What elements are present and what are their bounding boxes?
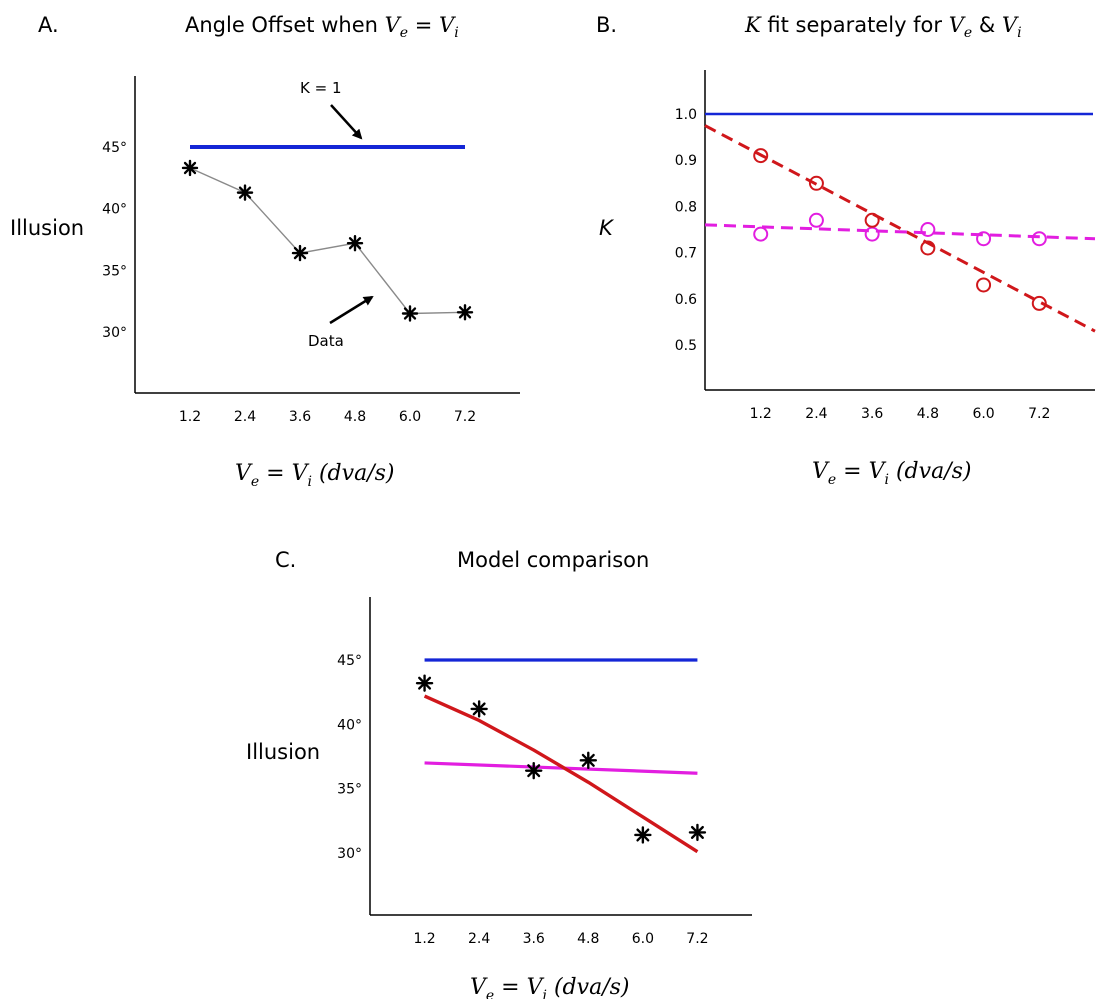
panel-a-y-label: Illusion	[10, 216, 84, 240]
panel-a-data-arrow	[329, 295, 374, 325]
panel-c-x-label: Ve = Vi (dva/s)	[470, 975, 629, 999]
panel-c-y-tick-label: 45°	[337, 653, 362, 669]
panel-c-letter: C.	[275, 548, 296, 572]
panel-a-data-point	[401, 305, 419, 322]
panel-a-x-label: Ve = Vi (dva/s)	[235, 461, 394, 490]
panel-b-magenta-point	[753, 226, 769, 242]
panel-a-data-point	[236, 184, 254, 201]
panel-b-x-label: Ve = Vi (dva/s)	[812, 459, 971, 488]
panel-c-data-point	[415, 674, 434, 692]
panel-c-y-tick-label: 35°	[337, 782, 362, 798]
panel-a-x-tick-label: 7.2	[454, 409, 476, 425]
panel-b-y-tick-label: 0.6	[675, 292, 697, 308]
panel-a-data-line	[189, 167, 466, 315]
panel-b-y-label: K	[599, 216, 615, 240]
panel-a-data-point	[181, 159, 199, 177]
panel-b-letter: B.	[596, 13, 617, 37]
panel-b-y-tick-label: 0.8	[675, 199, 697, 215]
panel-a-x-tick-label: 1.2	[179, 409, 201, 425]
panel-b-red-point	[753, 148, 769, 164]
panel-b-x-tick-label: 4.8	[917, 406, 939, 422]
panel-a-data-point	[456, 304, 474, 321]
panel-c-y-tick-label: 30°	[337, 846, 362, 862]
panel-b-x-tick-label: 7.2	[1028, 406, 1050, 422]
panel-c-x-tick-label: 6.0	[632, 931, 654, 947]
panel-b-red-point	[920, 240, 936, 256]
panel-c-x-tick-label: 3.6	[523, 931, 545, 947]
panel-b: B. K fit separately for Ve & Vi K Ve = V…	[596, 13, 1096, 488]
panel-a-x-tick-label: 3.6	[289, 409, 311, 425]
panel-b-x-tick-label: 3.6	[861, 406, 883, 422]
panel-a-data-point	[291, 244, 309, 262]
panel-c-data-point	[688, 823, 707, 842]
panel-c-data-point	[634, 826, 652, 844]
panel-c-data-point	[470, 700, 488, 718]
panel-b-magenta-point	[808, 212, 824, 228]
panel-b-y-tick-label: 0.5	[675, 338, 697, 354]
panel-b-red-point	[1031, 295, 1047, 311]
panel-c-data-point	[579, 751, 597, 770]
panel-b-magenta-point	[864, 226, 880, 242]
panel-a-x-tick-label: 6.0	[399, 409, 421, 425]
panel-c-title: Model comparison	[457, 548, 649, 572]
panel-b-y-tick-label: 0.9	[675, 153, 697, 169]
panel-b-x-tick-label: 2.4	[805, 406, 827, 422]
panel-a-y-tick-label: 35°	[102, 263, 127, 279]
panel-a-k1-arrow	[330, 104, 363, 140]
panel-c-x-tick-label: 7.2	[686, 931, 708, 947]
panel-a-title: Angle Offset when Ve = Vi	[185, 13, 459, 41]
panel-c-y-tick-label: 40°	[337, 717, 362, 733]
panel-b-y-tick-label: 0.7	[675, 246, 697, 262]
panel-b-red-point	[808, 175, 824, 191]
panel-a-letter: A.	[38, 13, 59, 37]
panel-a-data-point	[346, 234, 364, 252]
panel-c-x-tick-label: 4.8	[577, 931, 599, 947]
panel-b-x-tick-label: 6.0	[972, 406, 994, 422]
panel-b-magenta-point	[1031, 231, 1047, 247]
panel-c-data-point	[525, 761, 543, 780]
panel-b-x-tick-label: 1.2	[750, 406, 772, 422]
panel-a-y-tick-label: 30°	[102, 325, 127, 341]
panel-c-x-tick-label: 1.2	[413, 931, 435, 947]
panel-c-red-model-line	[423, 694, 699, 854]
panel-a-data-annotation: Data	[308, 332, 344, 350]
panel-b-y-tick-label: 1.0	[675, 107, 697, 123]
panel-b-magenta-point	[976, 231, 992, 247]
panel-b-red-point	[976, 277, 992, 293]
panel-b-magenta-fit-line	[704, 223, 1096, 241]
panel-a-x-tick-label: 2.4	[234, 409, 256, 425]
panel-b-red-fit-line	[704, 124, 1096, 333]
panel-c-x-tick-label: 2.4	[468, 931, 490, 947]
panel-a-k1-annotation: K = 1	[300, 79, 341, 97]
panel-b-magenta-point	[920, 222, 936, 237]
panel-c-y-label: Illusion	[246, 740, 320, 764]
panel-a-y-tick-label: 45°	[102, 140, 127, 156]
panel-a: A. Angle Offset when Ve = Vi Illusion Ve…	[10, 13, 520, 490]
panel-b-red-point	[864, 212, 880, 228]
panel-b-title: K fit separately for Ve & Vi	[744, 13, 1022, 41]
panel-a-x-tick-label: 4.8	[344, 409, 366, 425]
panel-c: C. Model comparison Illusion Ve = Vi (dv…	[246, 548, 752, 999]
panel-a-y-tick-label: 40°	[102, 202, 127, 218]
